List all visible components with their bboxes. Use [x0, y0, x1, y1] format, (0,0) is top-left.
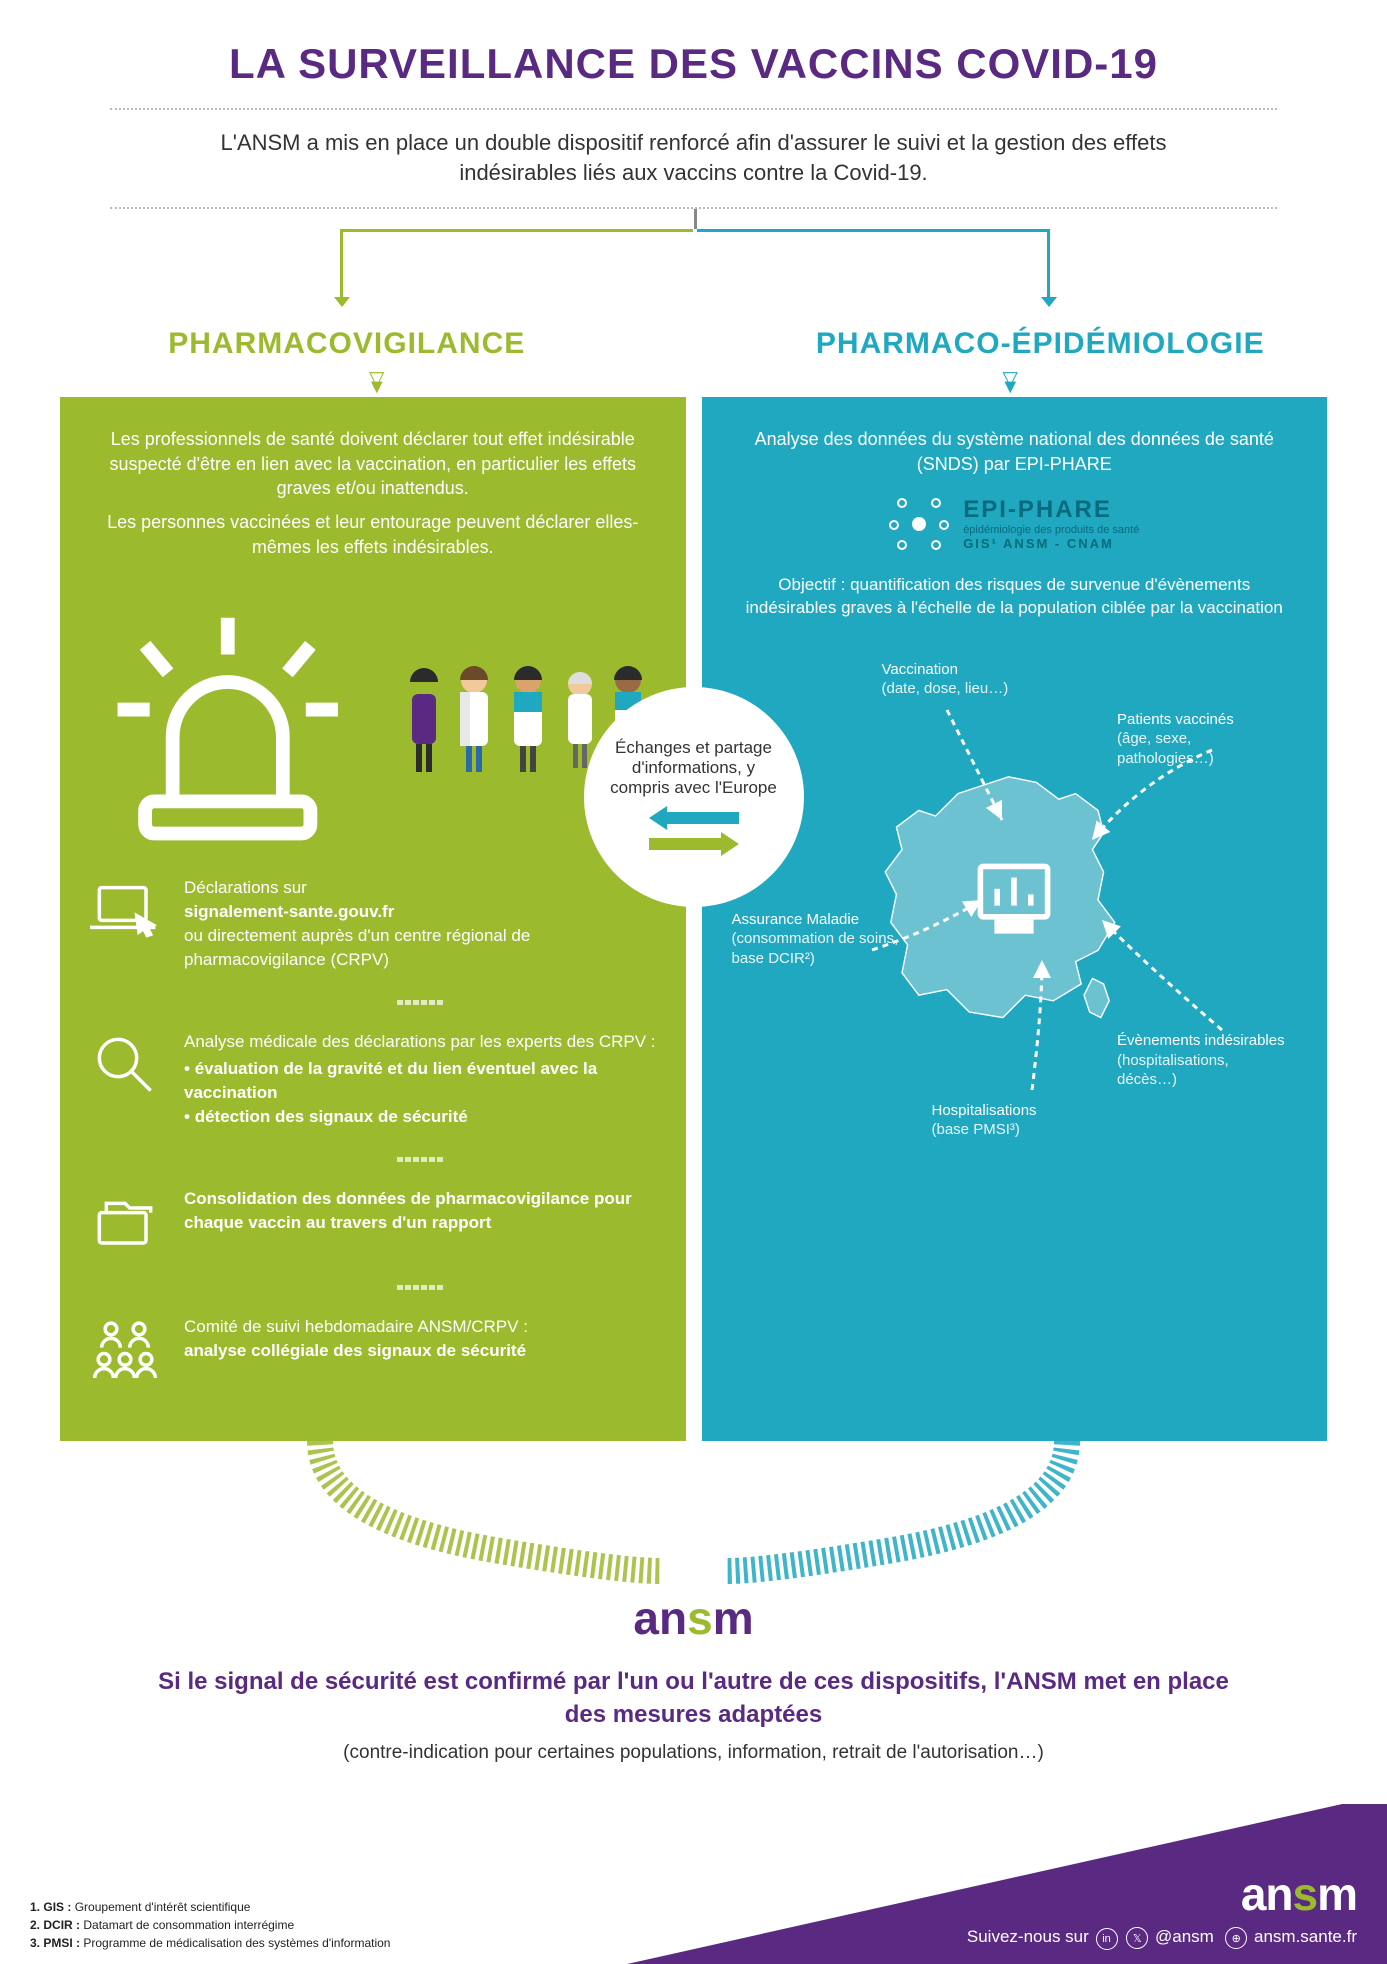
step-text: ou directement auprès d'un centre région… — [184, 926, 530, 969]
pharmacovigilance-column: Les professionnels de santé doivent décl… — [60, 397, 686, 1440]
ansm-logo-middle: ansm — [0, 1591, 1387, 1645]
site-url: ansm.sante.fr — [1254, 1927, 1357, 1946]
left-header: PHARMACOVIGILANCE — [0, 319, 694, 375]
source-patients: Patients vaccinés(âge, sexe, pathologies… — [1117, 710, 1287, 769]
pharmacoepidemiology-column: Analyse des données du système national … — [702, 397, 1328, 1440]
people-group-icon — [90, 1315, 160, 1385]
laptop-cursor-icon — [90, 876, 160, 946]
globe-icon[interactable]: ⊕ — [1225, 1927, 1247, 1949]
right-intro: Analyse des données du système national … — [732, 427, 1298, 476]
epi-tagline: épidémiologie des produits de santé — [963, 524, 1139, 536]
step-committee: Comité de suivi hebdomadaire ANSM/CRPV :… — [90, 1315, 656, 1385]
france-data-map: Vaccination(date, dose, lieu…) Patients … — [732, 650, 1298, 1150]
bullet: détection des signaux de sécurité — [195, 1107, 468, 1126]
right-objective: Objectif : quantification des risques de… — [732, 574, 1298, 620]
epi-org: GIS¹ ANSM - CNAM — [963, 536, 1139, 551]
center-exchange-circle: Échanges et partage d'informations, y co… — [584, 687, 804, 907]
footer-content: ansm Suivez-nous sur in 𝕏 @ansm ⊕ ansm.s… — [967, 1867, 1357, 1950]
source-vaccination: Vaccination(date, dose, lieu…) — [882, 660, 1009, 699]
folders-icon — [90, 1187, 160, 1257]
step-separator — [184, 1149, 656, 1167]
step-text: Déclarations sur — [184, 878, 307, 897]
epi-name: EPI-PHARE — [963, 496, 1139, 524]
source-assurance: Assurance Maladie(consommation de soins,… — [732, 910, 902, 969]
step-text: Comité de suivi hebdomadaire ANSM/CRPV : — [184, 1317, 528, 1336]
converging-curves — [0, 1441, 1387, 1591]
magnifier-icon — [90, 1030, 160, 1100]
page-title: LA SURVEILLANCE DES VACCINS COVID-19 — [0, 0, 1387, 108]
step-bold: analyse collégiale des signaux de sécuri… — [184, 1341, 526, 1360]
left-intro-2: Les personnes vaccinées et leur entourag… — [90, 510, 656, 559]
step-text: Analyse médicale des déclarations par le… — [184, 1032, 656, 1051]
footer: ansm Suivez-nous sur in 𝕏 @ansm ⊕ ansm.s… — [0, 1804, 1387, 1964]
cluster-icon — [889, 494, 949, 554]
step-separator — [184, 1277, 656, 1295]
left-intro-1: Les professionnels de santé doivent décl… — [90, 427, 656, 500]
alert-people-row — [90, 581, 656, 857]
step-declarations: Déclarations sur signalement-sante.gouv.… — [90, 876, 656, 971]
chevron-row: ▽▼ ▽▼ — [0, 375, 1387, 397]
step-bold: signalement-sante.gouv.fr — [184, 902, 394, 921]
handle: @ansm — [1155, 1927, 1214, 1946]
source-evenements: Évènements indésirables(hospitalisations… — [1117, 1031, 1287, 1090]
conclusion-sub: (contre-indication pour certaines popula… — [0, 1742, 1387, 1804]
green-stripes — [560, 1557, 760, 1581]
epi-phare-logo: EPI-PHARE épidémiologie des produits de … — [732, 494, 1298, 554]
center-text: Échanges et partage d'informations, y co… — [604, 738, 784, 798]
footnotes: 1. GIS : Groupement d'intérêt scientifiq… — [30, 1898, 390, 1952]
twitter-icon[interactable]: 𝕏 — [1126, 1927, 1148, 1949]
section-headers: PHARMACOVIGILANCE PHARMACO-ÉPIDÉMIOLOGIE — [0, 319, 1387, 375]
linkedin-icon[interactable]: in — [1096, 1928, 1118, 1950]
source-hospitalisations: Hospitalisations(base PMSI³) — [932, 1101, 1037, 1140]
follow-label: Suivez-nous sur — [967, 1927, 1089, 1946]
step-bold: Consolidation des données de pharmacovig… — [184, 1189, 632, 1232]
page-subtitle: L'ANSM a mis en place un double disposit… — [0, 110, 1387, 207]
step-analysis: Analyse médicale des déclarations par le… — [90, 1030, 656, 1129]
step-separator — [184, 992, 656, 1010]
main-columns: Les professionnels de santé doivent décl… — [0, 397, 1387, 1440]
teal-stripes — [767, 1557, 967, 1581]
infographic-page: LA SURVEILLANCE DES VACCINS COVID-19 L'A… — [0, 0, 1387, 1964]
connector-lines — [0, 209, 1387, 319]
siren-icon — [90, 581, 366, 857]
right-header: PHARMACO-ÉPIDÉMIOLOGIE — [694, 319, 1387, 375]
bullet: évaluation de la gravité et du lien éven… — [184, 1059, 597, 1102]
ansm-logo-footer: ansm — [967, 1867, 1357, 1921]
step-consolidation: Consolidation des données de pharmacovig… — [90, 1187, 656, 1257]
conclusion-text: Si le signal de sécurité est confirmé pa… — [0, 1645, 1387, 1742]
exchange-arrows-icon — [649, 806, 739, 856]
